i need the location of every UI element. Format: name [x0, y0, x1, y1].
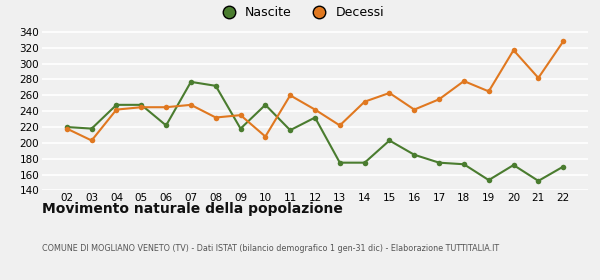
Nascite: [386, 139, 393, 142]
Nascite: [410, 153, 418, 157]
Nascite: [311, 116, 319, 119]
Decessi: [361, 100, 368, 103]
Nascite: [212, 84, 220, 88]
Nascite: [560, 165, 567, 168]
Decessi: [187, 103, 194, 106]
Nascite: [137, 103, 145, 106]
Nascite: [460, 163, 467, 166]
Decessi: [560, 40, 567, 43]
Decessi: [386, 91, 393, 95]
Legend: Nascite, Decessi: Nascite, Decessi: [216, 6, 384, 19]
Decessi: [287, 94, 294, 97]
Decessi: [311, 108, 319, 111]
Text: COMUNE DI MOGLIANO VENETO (TV) - Dati ISTAT (bilancio demografico 1 gen-31 dic) : COMUNE DI MOGLIANO VENETO (TV) - Dati IS…: [42, 244, 499, 253]
Line: Decessi: Decessi: [64, 39, 566, 143]
Decessi: [336, 124, 343, 127]
Decessi: [63, 127, 70, 130]
Nascite: [187, 80, 194, 83]
Nascite: [63, 125, 70, 129]
Decessi: [410, 108, 418, 111]
Nascite: [262, 103, 269, 106]
Nascite: [361, 161, 368, 164]
Nascite: [88, 127, 95, 130]
Nascite: [287, 129, 294, 132]
Text: Movimento naturale della popolazione: Movimento naturale della popolazione: [42, 202, 343, 216]
Nascite: [510, 163, 517, 167]
Decessi: [88, 139, 95, 142]
Nascite: [535, 179, 542, 183]
Decessi: [436, 98, 443, 101]
Nascite: [485, 178, 493, 182]
Nascite: [163, 124, 170, 127]
Nascite: [113, 103, 120, 106]
Nascite: [237, 127, 244, 130]
Line: Nascite: Nascite: [64, 79, 566, 184]
Decessi: [113, 108, 120, 111]
Decessi: [237, 113, 244, 117]
Decessi: [262, 135, 269, 138]
Nascite: [436, 161, 443, 164]
Decessi: [485, 90, 493, 93]
Nascite: [336, 161, 343, 164]
Decessi: [137, 106, 145, 109]
Decessi: [460, 80, 467, 83]
Decessi: [163, 106, 170, 109]
Decessi: [510, 48, 517, 52]
Decessi: [535, 76, 542, 80]
Decessi: [212, 116, 220, 119]
